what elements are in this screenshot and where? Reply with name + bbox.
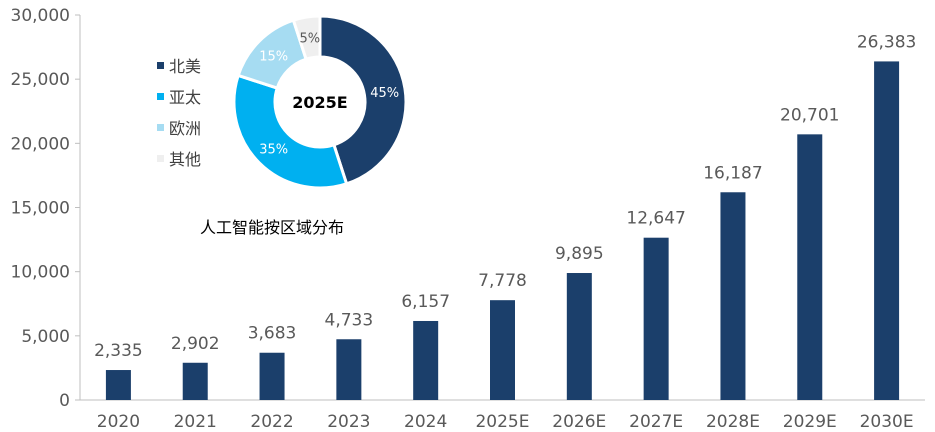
donut-center-label: 2025E [292, 93, 347, 112]
donut-percent-label: 15% [259, 50, 288, 65]
x-tick-label: 2028E [706, 412, 760, 432]
bar-chart: 0 5,000 10,000 15,000 20,000 25,000 30,000 2,3… [11, 6, 925, 432]
donut-percent-label: 45% [370, 86, 399, 101]
donut-percent-label: 5% [299, 31, 320, 46]
legend-label: 北美 [169, 57, 201, 76]
x-tick-label: 2022 [250, 412, 293, 432]
y-tick-label: 15,000 [11, 199, 70, 219]
donut-percent-labels: 45% 35% 15% 5% [259, 31, 399, 157]
y-axis-ticks: 0 5,000 10,000 15,000 20,000 25,000 30,000 [11, 6, 80, 411]
bar-value-label: 3,683 [248, 324, 297, 344]
bar-2022 [259, 352, 285, 400]
y-tick-label: 5,000 [21, 327, 70, 347]
bar-value-label: 6,157 [401, 292, 450, 312]
bar-2024 [413, 320, 439, 400]
legend-label: 其他 [169, 150, 201, 169]
x-tick-label: 2024 [404, 412, 447, 432]
bar-2028E [720, 192, 746, 400]
donut-slices [232, 14, 408, 190]
x-tick-label: 2020 [97, 412, 140, 432]
y-tick-label: 0 [59, 391, 70, 411]
bar-2029E [797, 134, 823, 401]
x-tick-label: 2026E [552, 412, 606, 432]
x-tick-label: 2030E [860, 412, 914, 432]
legend-swatch-欧洲 [157, 124, 164, 131]
bar-value-label: 7,778 [478, 271, 527, 291]
bar-value-label: 9,895 [555, 244, 604, 264]
donut-slice-其他 [291, 14, 322, 62]
bar-value-label: 4,733 [325, 310, 374, 330]
bar-value-label: 20,701 [780, 105, 839, 125]
donut-slice-北美 [318, 14, 408, 186]
bar-2027E [643, 237, 669, 400]
x-tick-label: 2029E [783, 412, 837, 432]
y-tick-label: 30,000 [11, 6, 70, 26]
bar-2023 [336, 339, 362, 400]
y-tick-label: 20,000 [11, 134, 70, 154]
x-tick-label: 2023 [327, 412, 370, 432]
y-tick-label: 25,000 [11, 70, 70, 90]
legend-label: 欧洲 [169, 119, 201, 138]
legend-swatch-北美 [157, 62, 164, 69]
bar-value-label: 16,187 [703, 163, 762, 183]
donut-title: 人工智能按区域分布 [200, 218, 344, 237]
bar-2020 [105, 370, 131, 400]
bar-2021 [182, 362, 208, 400]
legend-swatch-亚太 [157, 93, 164, 100]
bar-2026E [566, 273, 592, 400]
x-axis-ticks: 2020 2021 2022 2023 2024 2025E 2026E 2027E 2028E… [97, 412, 914, 432]
bar-2030E [874, 61, 900, 401]
bar-value-label: 12,647 [626, 209, 685, 229]
legend-swatch-其他 [157, 155, 164, 162]
legend-label: 亚太 [169, 88, 201, 107]
bar-value-labels: 2,335 2,902 3,683 4,733 6,157 7,778 9,895 12,64… [94, 32, 916, 361]
donut-percent-label: 35% [259, 142, 288, 157]
bar-2025E [490, 300, 515, 400]
x-tick-label: 2021 [174, 412, 217, 432]
donut-slice-亚太 [232, 73, 349, 190]
bar-value-label: 2,902 [171, 334, 220, 354]
x-tick-label: 2025E [475, 412, 529, 432]
y-tick-label: 10,000 [11, 263, 70, 283]
bar-value-label: 2,335 [94, 341, 143, 361]
bar-value-label: 26,383 [857, 32, 916, 52]
bars [105, 61, 900, 401]
x-tick-label: 2027E [629, 412, 683, 432]
